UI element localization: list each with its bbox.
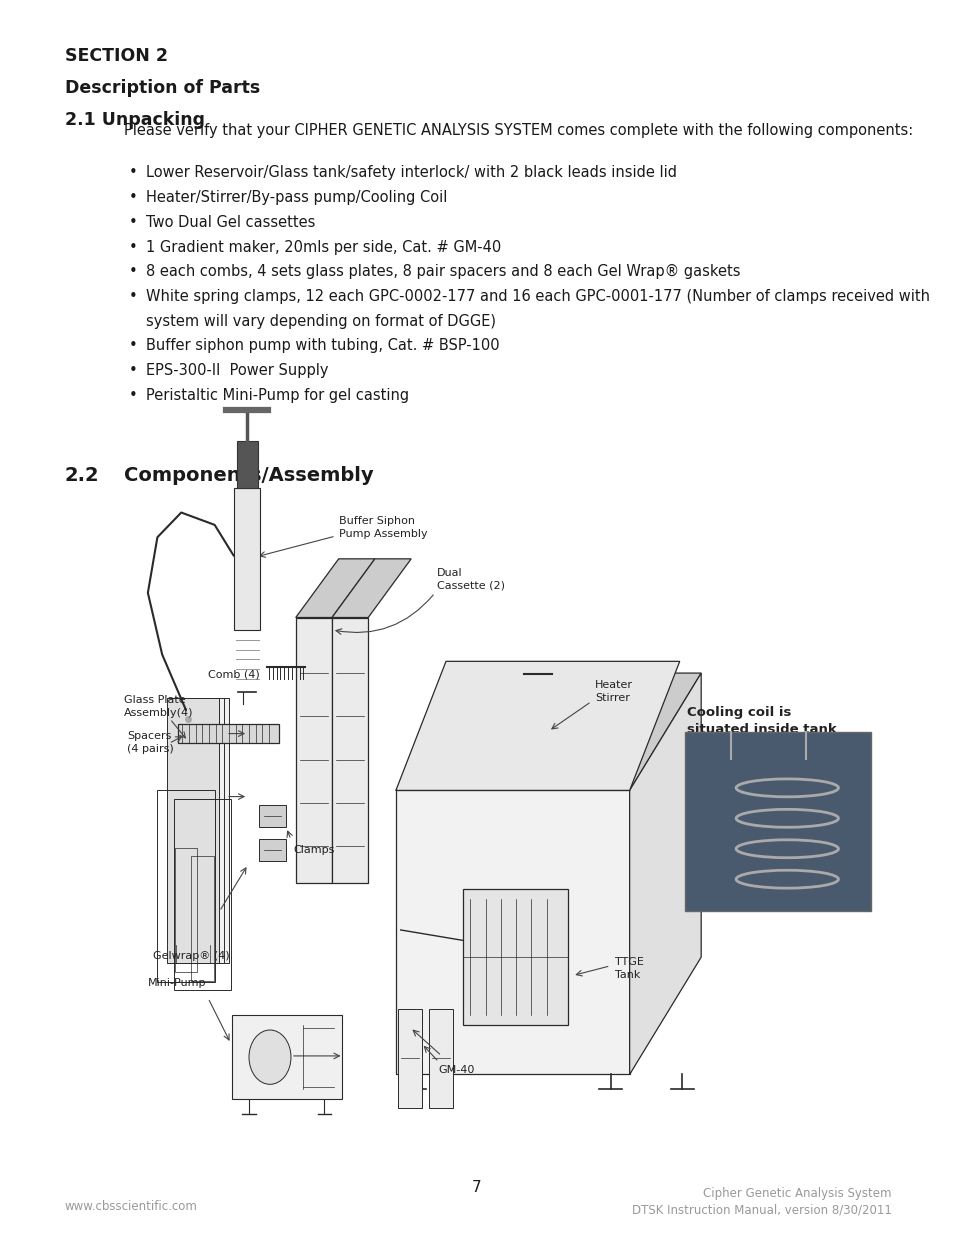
- Text: •: •: [129, 165, 138, 180]
- Text: 2.1 Unpacking: 2.1 Unpacking: [65, 111, 205, 130]
- Text: Components/Assembly: Components/Assembly: [124, 466, 374, 484]
- Text: •: •: [129, 289, 138, 304]
- Polygon shape: [397, 1009, 421, 1108]
- Polygon shape: [332, 558, 411, 618]
- Polygon shape: [295, 558, 375, 618]
- Text: GM-40: GM-40: [438, 1065, 475, 1074]
- Polygon shape: [236, 441, 257, 488]
- Text: system will vary depending on format of DGGE): system will vary depending on format of …: [146, 314, 496, 329]
- Text: •: •: [129, 264, 138, 279]
- Text: Buffer Siphon
Pump Assembly: Buffer Siphon Pump Assembly: [338, 516, 427, 538]
- Polygon shape: [462, 889, 567, 1025]
- Text: 1 Gradient maker, 20mls per side, Cat. # GM-40: 1 Gradient maker, 20mls per side, Cat. #…: [146, 240, 500, 254]
- Text: Cipher Genetic Analysis System: Cipher Genetic Analysis System: [702, 1187, 891, 1200]
- Text: Clamps: Clamps: [294, 845, 335, 855]
- Text: Heater
Stirrer: Heater Stirrer: [595, 680, 633, 703]
- Polygon shape: [259, 805, 286, 827]
- Circle shape: [249, 1030, 291, 1084]
- Text: •: •: [129, 215, 138, 230]
- Polygon shape: [395, 673, 700, 790]
- Polygon shape: [629, 673, 700, 1074]
- Text: Cooling coil is
situated inside tank
below heater/stirrer: Cooling coil is situated inside tank bel…: [686, 706, 837, 752]
- Text: DTSK Instruction Manual, version 8/30/2011: DTSK Instruction Manual, version 8/30/20…: [632, 1203, 891, 1216]
- Text: Lower Reservoir/Glass tank/safety interlock/ with 2 black leads inside lid: Lower Reservoir/Glass tank/safety interl…: [146, 165, 677, 180]
- Text: •: •: [129, 338, 138, 353]
- Text: SECTION 2: SECTION 2: [65, 47, 168, 65]
- Text: Peristaltic Mini-Pump for gel casting: Peristaltic Mini-Pump for gel casting: [146, 388, 409, 403]
- Text: 2.2: 2.2: [65, 466, 99, 484]
- Polygon shape: [395, 662, 679, 790]
- Polygon shape: [178, 724, 278, 743]
- Text: Mini-Pump: Mini-Pump: [148, 978, 206, 988]
- Text: Description of Parts: Description of Parts: [65, 79, 260, 98]
- Text: •: •: [129, 190, 138, 205]
- Text: 7: 7: [472, 1181, 481, 1195]
- Text: Spacers
(4 pairs): Spacers (4 pairs): [127, 731, 173, 753]
- Text: •: •: [129, 363, 138, 378]
- Polygon shape: [295, 618, 332, 883]
- Polygon shape: [232, 1015, 341, 1099]
- Text: •: •: [129, 388, 138, 403]
- Polygon shape: [395, 790, 629, 1074]
- Text: Please verify that your CIPHER GENETIC ANALYSIS SYSTEM comes complete with the f: Please verify that your CIPHER GENETIC A…: [124, 124, 912, 138]
- Text: Two Dual Gel cassettes: Two Dual Gel cassettes: [146, 215, 315, 230]
- Text: Gelwrap® (4): Gelwrap® (4): [152, 951, 229, 961]
- Text: •: •: [129, 240, 138, 254]
- Text: White spring clamps, 12 each GPC-0002-177 and 16 each GPC-0001-177 (Number of cl: White spring clamps, 12 each GPC-0002-17…: [146, 289, 929, 304]
- Text: TTGE
Tank: TTGE Tank: [615, 957, 643, 979]
- Polygon shape: [259, 839, 286, 861]
- Text: Glass Plate
Assembly(4): Glass Plate Assembly(4): [124, 695, 193, 718]
- Text: www.cbsscientific.com: www.cbsscientific.com: [65, 1199, 197, 1213]
- Text: EPS-300-II  Power Supply: EPS-300-II Power Supply: [146, 363, 328, 378]
- Polygon shape: [176, 698, 229, 963]
- Text: Heater/Stirrer/By-pass pump/Cooling Coil: Heater/Stirrer/By-pass pump/Cooling Coil: [146, 190, 447, 205]
- Text: Comb (4): Comb (4): [208, 669, 259, 679]
- FancyBboxPatch shape: [684, 732, 870, 911]
- Polygon shape: [233, 488, 260, 630]
- Polygon shape: [332, 618, 368, 883]
- Polygon shape: [167, 698, 219, 963]
- Text: 8 each combs, 4 sets glass plates, 8 pair spacers and 8 each Gel Wrap® gaskets: 8 each combs, 4 sets glass plates, 8 pai…: [146, 264, 740, 279]
- Polygon shape: [172, 698, 224, 963]
- Text: Dual
Cassette (2): Dual Cassette (2): [436, 568, 504, 590]
- Polygon shape: [429, 1009, 453, 1108]
- Text: Buffer siphon pump with tubing, Cat. # BSP-100: Buffer siphon pump with tubing, Cat. # B…: [146, 338, 499, 353]
